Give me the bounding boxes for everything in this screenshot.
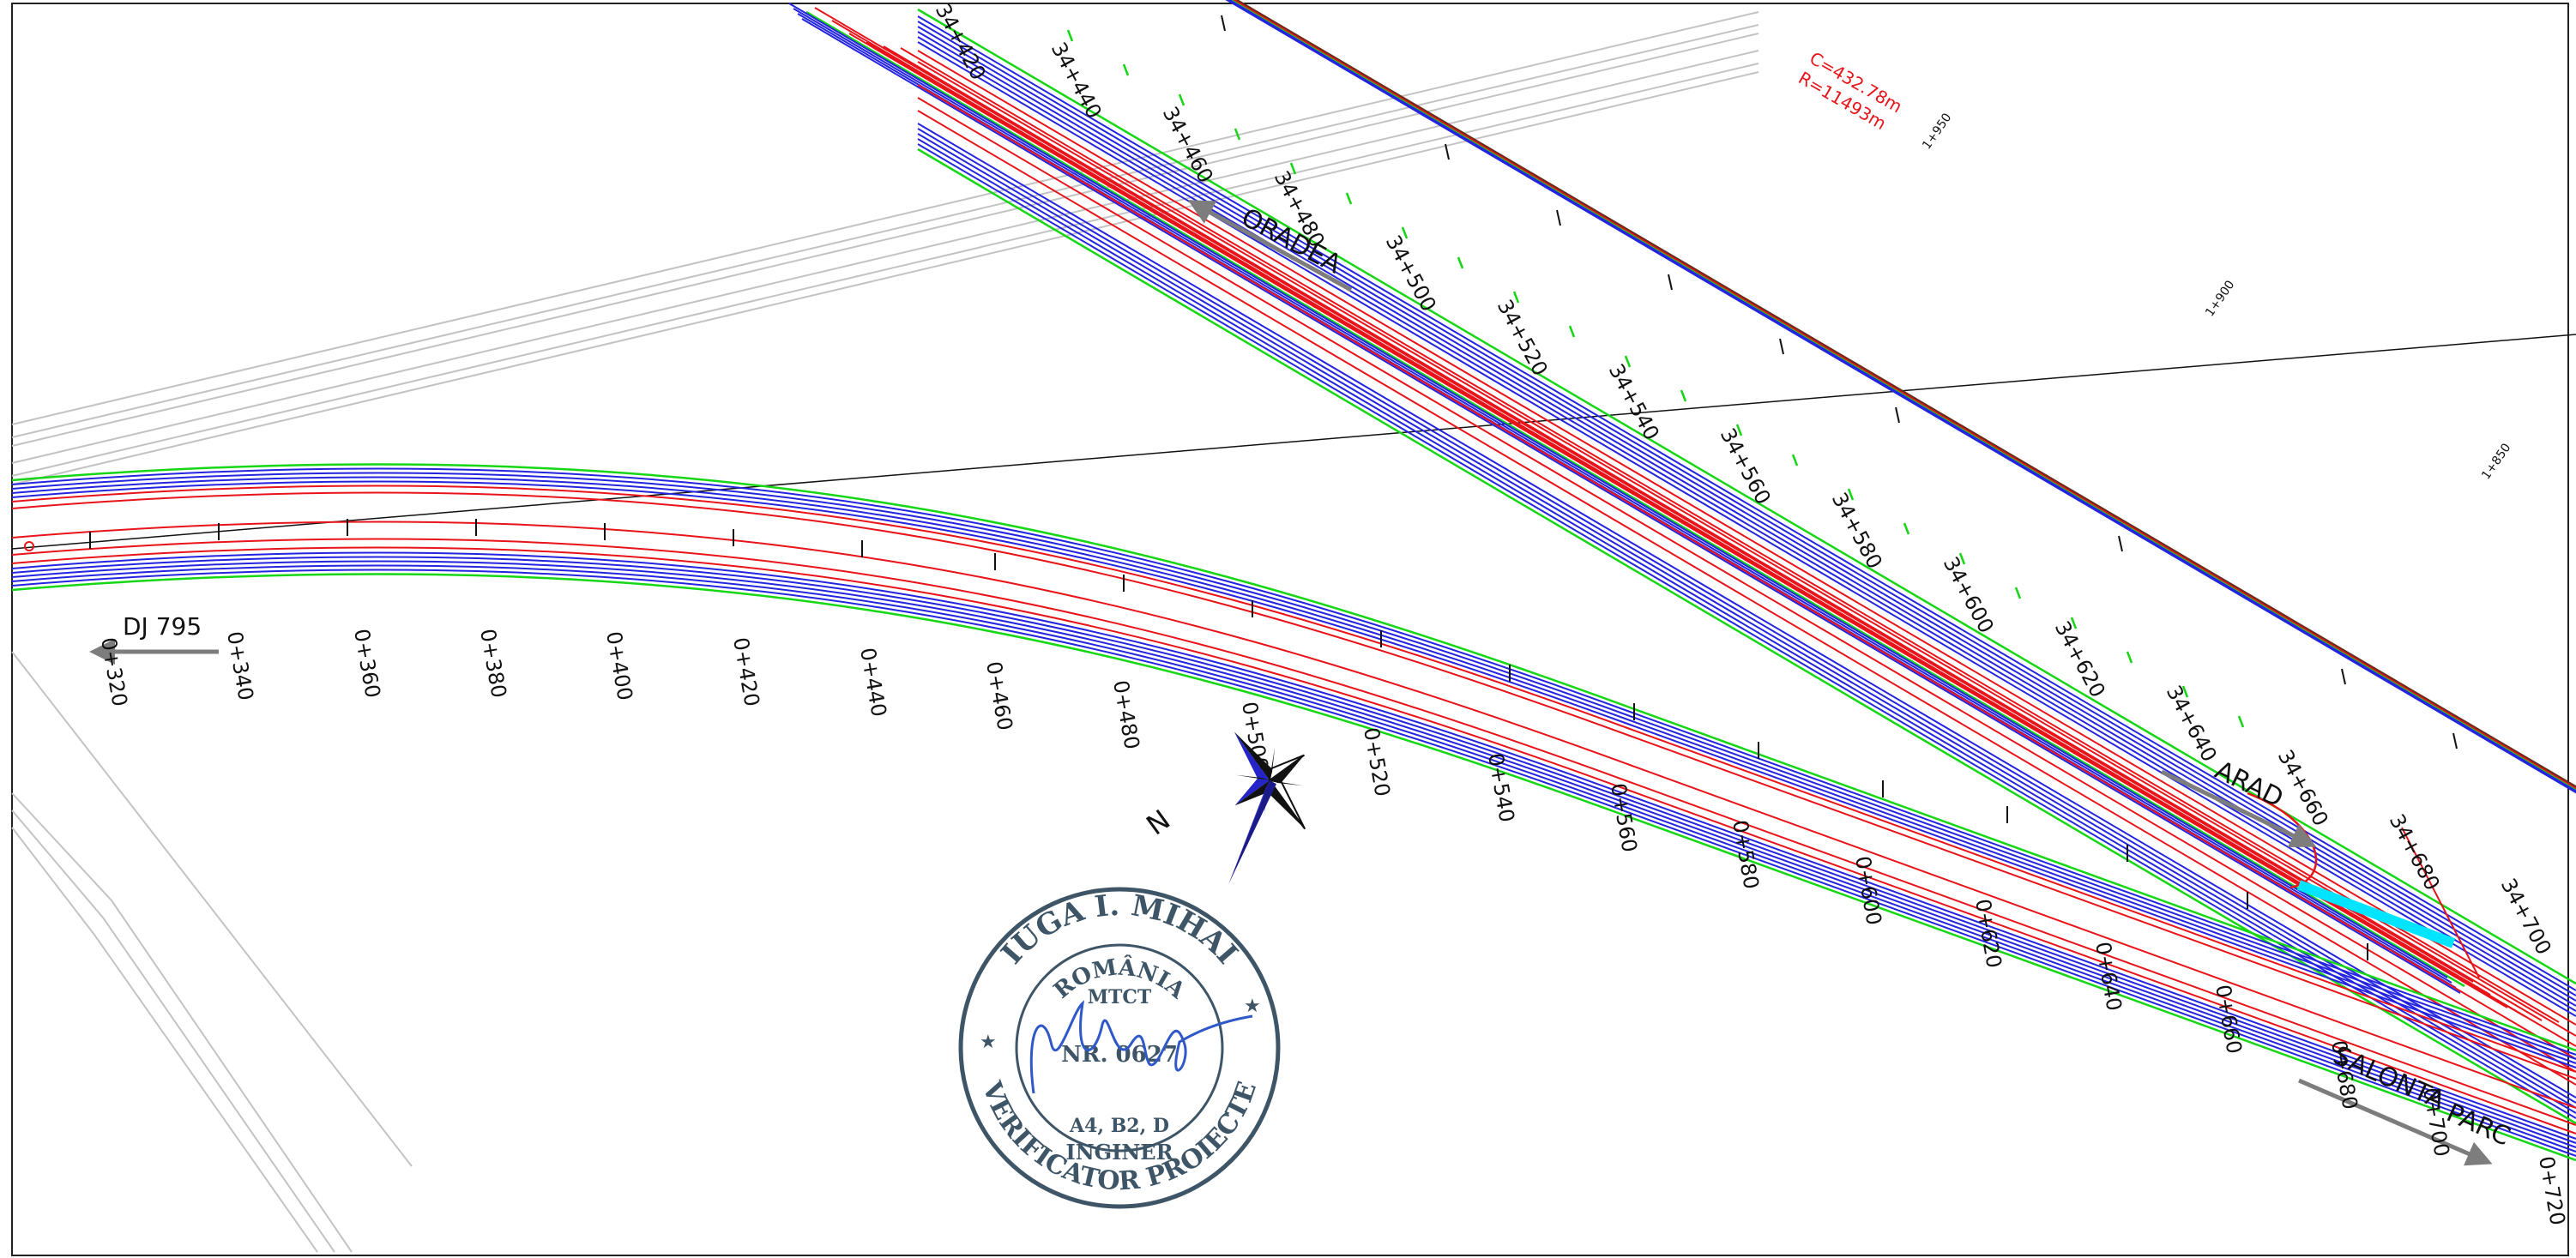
background-rail-lines bbox=[11, 11, 1759, 1253]
highway-verge-marks bbox=[1066, 29, 2245, 728]
main-chainage-20: 0+720 bbox=[2534, 1154, 2570, 1227]
side-chainages: 1+950 1+900 1+850 bbox=[1920, 111, 2513, 482]
compass-rose bbox=[1228, 731, 1306, 885]
reference-line bbox=[11, 334, 2576, 550]
drawing-frame bbox=[11, 3, 2569, 1256]
arrow-oradea bbox=[1187, 200, 1353, 292]
arrow-arad bbox=[2160, 769, 2317, 848]
highway-chainage-13: 34+680 bbox=[2385, 810, 2445, 894]
main-chainage-2: 0+360 bbox=[349, 627, 385, 700]
stamp-categories: A4, B2, D bbox=[1069, 1115, 1169, 1137]
main-chainage-17: 0+660 bbox=[2211, 983, 2247, 1056]
stamp-ministry: MTCT bbox=[1088, 986, 1152, 1008]
main-chainage-8: 0+480 bbox=[1108, 678, 1144, 751]
stamp-title: INGINER bbox=[1065, 1140, 1173, 1165]
svg-text:★: ★ bbox=[1244, 996, 1261, 1017]
main-chainage-4: 0+400 bbox=[601, 629, 637, 702]
label-dj795: DJ 795 bbox=[123, 612, 202, 641]
svg-text:IUGA I. MIHAI: IUGA I. MIHAI bbox=[995, 888, 1245, 971]
side-chainage-2: 1+850 bbox=[2479, 441, 2513, 482]
main-chainage-7: 0+460 bbox=[981, 659, 1017, 732]
highway-chainage-9: 34+600 bbox=[1939, 553, 1999, 637]
highway-ticks bbox=[1221, 15, 2458, 749]
compass-north-letter: N bbox=[1140, 804, 1176, 842]
main-chainage-0: 0+320 bbox=[96, 635, 132, 708]
stamp-name: IUGA I. MIHAI bbox=[995, 888, 1245, 971]
highway-chainage-10: 34+620 bbox=[2050, 617, 2110, 701]
side-chainage-0: 1+950 bbox=[1920, 111, 1954, 152]
main-chainage-3: 0+380 bbox=[475, 627, 511, 700]
highway-chainage-labels: 34+420 34+44034+46034+48034+50034+52034+5… bbox=[931, 0, 2556, 959]
highway-chainage-6: 34+540 bbox=[1604, 360, 1664, 444]
main-chainage-6: 0+440 bbox=[855, 646, 891, 719]
highway-chainage-5: 34+520 bbox=[1493, 296, 1553, 380]
main-chainage-5: 0+420 bbox=[728, 635, 764, 708]
side-chainage-1: 1+900 bbox=[2203, 278, 2237, 319]
signature bbox=[1029, 1000, 1253, 1094]
main-chainage-1: 0+340 bbox=[222, 629, 258, 702]
label-arad: ARAD bbox=[2210, 755, 2288, 814]
verifier-stamp: IUGA I. MIHAI ROMÂNIA VERIFICATOR PROIEC… bbox=[958, 887, 1281, 1209]
svg-text:★: ★ bbox=[980, 1032, 997, 1053]
ramp-junction bbox=[2247, 792, 2480, 978]
direction-arrows bbox=[89, 200, 2493, 1166]
station-marker bbox=[24, 541, 34, 551]
main-chainage-10: 0+520 bbox=[1359, 725, 1395, 798]
highway-chainage-14: 34+700 bbox=[2496, 875, 2556, 959]
main-road-ticks bbox=[89, 519, 2368, 960]
main-chainage-16: 0+640 bbox=[2090, 940, 2127, 1013]
arrow-salonta bbox=[2298, 1078, 2493, 1166]
highway-carriageway bbox=[788, 0, 2576, 1125]
